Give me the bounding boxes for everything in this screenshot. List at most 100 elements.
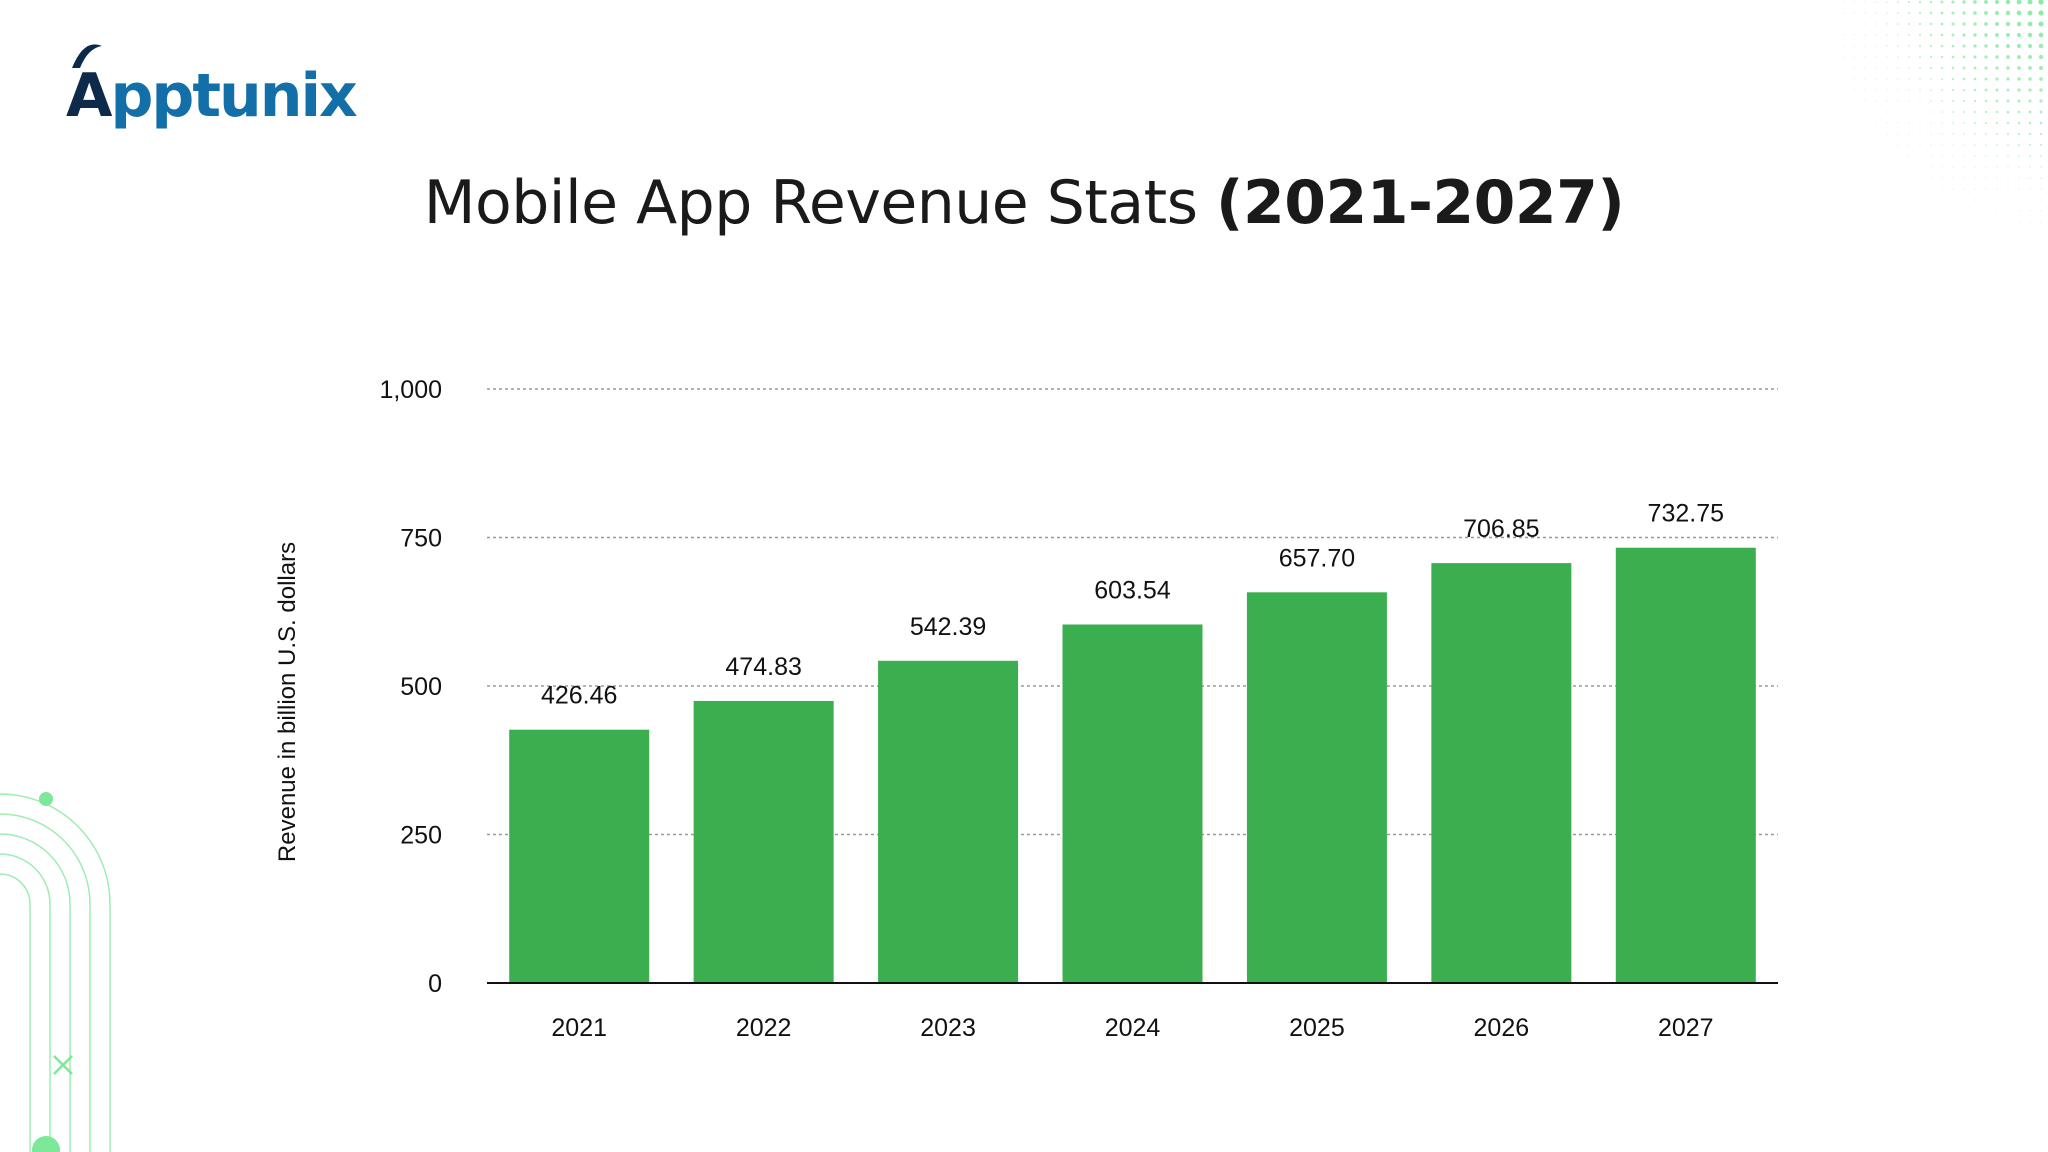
halftone-dot [1919, 89, 1921, 91]
decor-dot-large [32, 1136, 60, 1152]
halftone-dot [2040, 188, 2042, 190]
halftone-dot [1907, 0, 1911, 4]
halftone-dot [1985, 144, 1987, 146]
halftone-dot [1930, 78, 1932, 80]
arc-lines-decoration [0, 792, 111, 1152]
halftone-dot [1853, 1, 1855, 3]
halftone-dot [1919, 166, 1921, 168]
y-axis-title: Revenue in billion U.S. dollars [274, 542, 301, 862]
halftone-dot [2005, 32, 2011, 38]
halftone-dot [1897, 144, 1899, 146]
halftone-dot [1930, 100, 1932, 102]
decor-cross-icon [53, 1055, 73, 1075]
halftone-dot [1973, 99, 1977, 103]
halftone-dot [2028, 88, 2032, 92]
halftone-dot [2005, 21, 2011, 27]
halftone-dot [1875, 111, 1877, 113]
halftone-dot [1940, 33, 1944, 37]
halftone-dot [1886, 34, 1888, 36]
halftone-dot [1864, 23, 1866, 25]
halftone-dot [1995, 55, 1999, 59]
halftone-dot [1985, 166, 1987, 168]
halftone-dot [1929, 33, 1933, 37]
halftone-dot [1995, 99, 1999, 103]
halftone-dot [1985, 199, 1987, 201]
halftone-dot [1897, 78, 1899, 80]
halftone-dot [1886, 12, 1888, 14]
halftone-dot [1952, 155, 1954, 157]
halftone-dot [1908, 144, 1910, 146]
halftone-dot [2006, 110, 2010, 114]
halftone-dot [1864, 67, 1866, 69]
halftone-dot [1984, 110, 1988, 114]
halftone-dot [2029, 155, 2031, 157]
halftone-dot [1853, 45, 1855, 47]
bar [1615, 547, 1756, 983]
x-tick-label: 2025 [1289, 1014, 1345, 1042]
halftone-dot [1984, 44, 1988, 48]
halftone-dot [2038, 10, 2044, 16]
halftone-dot [1974, 122, 1976, 124]
halftone-dot [2028, 121, 2032, 125]
halftone-dot [1940, 44, 1944, 48]
halftone-dot [1952, 177, 1954, 179]
logo-wordmark: pptunix [110, 61, 357, 131]
halftone-dot [2039, 66, 2043, 70]
halftone-dot [1974, 144, 1976, 146]
halftone-dot [1908, 56, 1910, 58]
halftone-dot [2016, 43, 2022, 49]
halftone-dot [1886, 56, 1888, 58]
halftone-dot [1930, 122, 1932, 124]
halftone-dot [1930, 177, 1932, 179]
halftone-dot [1951, 33, 1955, 37]
halftone-dot [1996, 133, 1998, 135]
halftone-dot [2027, 21, 2033, 27]
bar-value-label: 426.46 [541, 682, 617, 710]
bar-value-label: 706.85 [1463, 515, 1539, 543]
halftone-dot [1940, 77, 1944, 81]
brand-logo[interactable]: Apptunix [66, 36, 358, 126]
halftone-dot [1908, 34, 1910, 36]
halftone-dot [1952, 133, 1954, 135]
halftone-dot [2017, 77, 2021, 81]
halftone-dot [1929, 22, 1933, 26]
halftone-dot [2007, 155, 2009, 157]
page-title: Mobile App Revenue Stats (2021-2027) [0, 168, 2048, 238]
halftone-dot [1984, 22, 1988, 26]
halftone-dot [1963, 199, 1965, 201]
halftone-dot [1919, 78, 1921, 80]
halftone-dot [2005, 0, 2011, 5]
halftone-dot [1875, 23, 1877, 25]
halftone-dot [1886, 89, 1888, 91]
bar-value-label: 732.75 [1648, 500, 1724, 528]
halftone-dot [1875, 89, 1877, 91]
x-tick-label: 2026 [1474, 1014, 1530, 1042]
halftone-dot [1973, 33, 1977, 37]
bar [1246, 592, 1387, 983]
x-tick-label: 2021 [551, 1014, 607, 1042]
halftone-dot [1929, 44, 1933, 48]
halftone-dot [1919, 122, 1921, 124]
halftone-dot [1897, 34, 1899, 36]
halftone-dot [1842, 45, 1844, 47]
halftone-dot [1842, 12, 1844, 14]
halftone-dot [1941, 122, 1943, 124]
halftone-dot [2038, 43, 2044, 49]
halftone-dot-group [1831, 0, 2044, 223]
halftone-dot [2029, 166, 2031, 168]
halftone-dot [1973, 44, 1977, 48]
halftone-dot [1951, 66, 1955, 70]
halftone-dot [1864, 56, 1866, 58]
halftone-dot [1875, 45, 1877, 47]
halftone-dot [1974, 155, 1976, 157]
halftone-dot [2039, 110, 2043, 114]
halftone-dot [1875, 1, 1877, 3]
halftone-dot [1973, 110, 1977, 114]
halftone-dot [1962, 66, 1966, 70]
halftone-dot [1985, 177, 1987, 179]
halftone-dot [1897, 67, 1899, 69]
halftone-dot [1974, 133, 1976, 135]
halftone-dot [2006, 44, 2010, 48]
halftone-dot [1930, 144, 1932, 146]
